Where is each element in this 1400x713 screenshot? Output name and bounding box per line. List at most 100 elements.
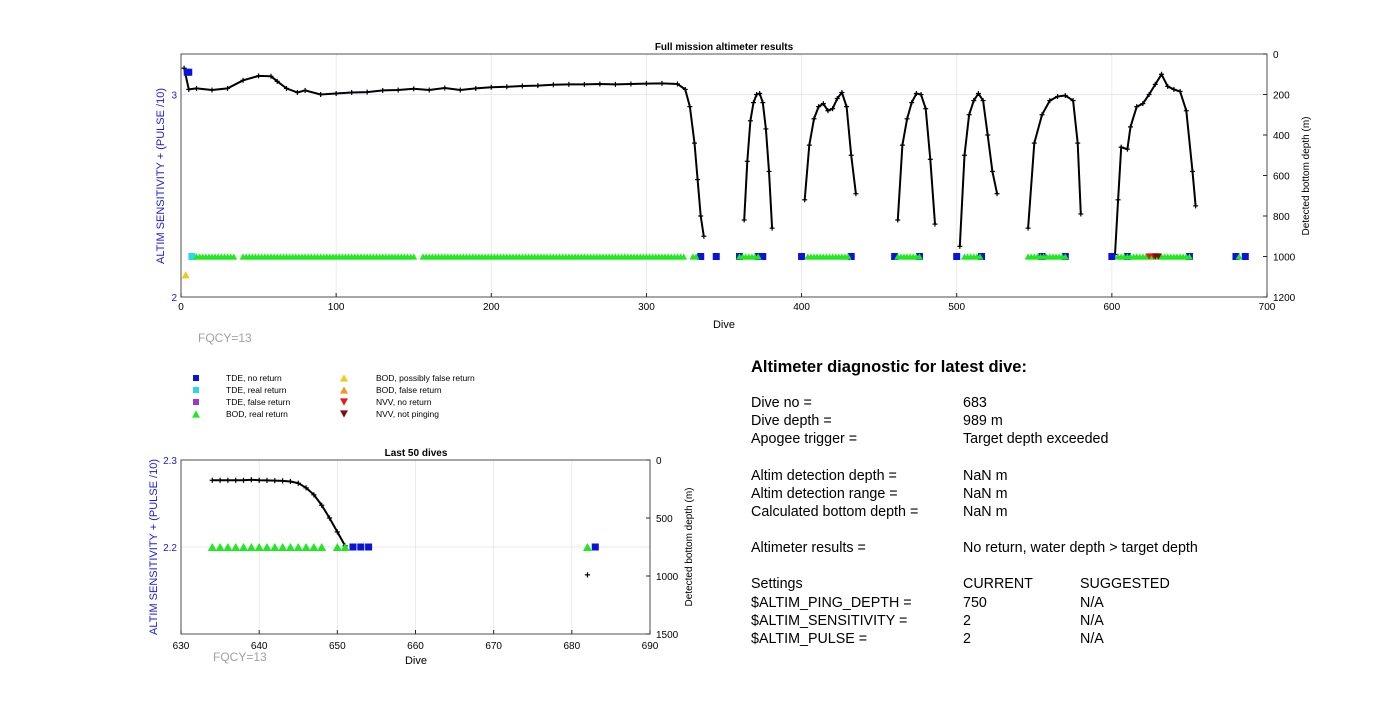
setting-current: 2 [963,630,971,647]
depth-point [1055,94,1061,100]
depth-point [1062,93,1068,99]
small-y-axis-label: ALTIM SENSITIVITY + (PULSE /10) [148,459,160,635]
depth-point [839,89,845,95]
bod-marker [223,542,233,552]
depth-point [989,168,995,174]
depth-point [643,81,649,87]
tde-marker [847,253,855,260]
depth-point [473,85,479,91]
depth-point [744,158,750,164]
tde-marker [349,543,357,551]
x-tick-label: 600 [1104,302,1121,313]
bod-marker [301,542,311,552]
depth-point [1127,124,1133,130]
x-tick-label: 0 [178,302,184,313]
tde-marker [1232,253,1240,260]
y2-tick-label: 500 [656,514,673,525]
depth-point [909,100,915,106]
x-tick-label: 640 [251,641,268,652]
bottom-depth-row: Calculated bottom depth = NaN m [751,504,1351,522]
depth-point [698,213,704,219]
x-tick-label: 100 [328,302,345,313]
depth-point [971,98,977,104]
x-tick-label: 200 [483,302,500,313]
settings-header-row: Settings CURRENT SUGGESTED [751,576,1351,594]
altimeter-diagnostic-panel: Altimeter diagnostic for latest dive: Di… [751,358,1351,649]
x-tick-label: 660 [407,641,424,652]
detection-depth-value: NaN m [963,467,1008,484]
bod-real-return-marker [915,253,923,260]
detection-depth-row: Altim detection depth = NaN m [751,468,1351,486]
bod-real-return-marker [1061,253,1069,260]
depth-point [217,477,223,483]
bod-real-return-marker [692,253,700,260]
dive-depth-label: Dive depth = [751,413,832,430]
bod-real-return-marker [230,253,238,260]
bottom-depth-label: Calculated bottom depth = [751,503,919,520]
bottom-depth-value: NaN m [963,503,1008,520]
y-tick-label: 2.2 [163,543,177,554]
depth-point [674,81,680,87]
depth-point [806,142,812,148]
nvv-marker [1154,253,1162,260]
depth-point [1075,140,1081,146]
x-tick-label: 690 [642,641,659,652]
tde-marker [365,543,373,551]
bod-marker [285,542,295,552]
depth-point [274,78,280,84]
bod-marker [278,542,288,552]
tde-marker [185,68,193,76]
depth-point [248,477,254,483]
depth-point [834,96,840,102]
depth-point [975,90,981,96]
depth-point [1140,101,1146,107]
main-y2-axis-label: Detected bottom depth (m) [1301,117,1312,236]
depth-point [550,82,556,88]
depth-point [895,217,901,223]
depth-point [754,92,760,97]
depth-point [584,572,591,578]
depth-point [750,100,756,106]
depth-point [442,85,448,91]
depth-point [769,225,775,231]
tde-marker [798,253,806,260]
setting-name: $ALTIM_SENSITIVITY = [751,612,908,629]
y-tick-label: 2.3 [163,456,177,467]
depth-point [240,77,246,83]
depth-point [209,87,215,93]
depth-point [1177,88,1183,94]
y2-tick-label: 1200 [1273,293,1296,304]
setting-suggested: N/A [1080,630,1104,647]
depth-point [701,233,707,239]
detection-range-value: NaN m [963,485,1008,502]
depth-point [240,477,247,483]
depth-point [695,177,701,183]
depth-point [1025,225,1031,231]
depth-point [913,90,919,96]
depth-point [1165,83,1171,89]
depth-point [311,492,317,498]
x-tick-label: 300 [638,302,655,313]
settings-label: Settings [751,576,803,593]
suggested-label: SUGGESTED [1080,576,1170,593]
small-axes: 630 640 650 660 670 680 690 2.2 2.3 0 500 1000 1500 [163,456,679,652]
depth-point [411,86,417,92]
depth-point [303,485,309,491]
results-row: Altimeter results = No return, water dep… [751,540,1351,558]
setting-current: 2 [963,612,971,629]
small-x-axis-label: Dive [405,655,427,667]
depth-point [1193,203,1199,209]
depth-point [194,85,200,91]
depth-point [741,217,747,223]
bod-real-return-marker [1235,253,1243,260]
depth-point [980,98,986,104]
y2-tick-label: 1500 [656,630,679,641]
depth-point [268,73,274,79]
dive-depth-value: 989 m [963,413,1003,430]
tde-marker [891,253,899,260]
dive-depth-row: Dive depth = 989 m [751,413,1351,431]
x-tick-label: 500 [948,302,965,313]
depth-point [932,221,938,227]
depth-point [1039,112,1045,118]
